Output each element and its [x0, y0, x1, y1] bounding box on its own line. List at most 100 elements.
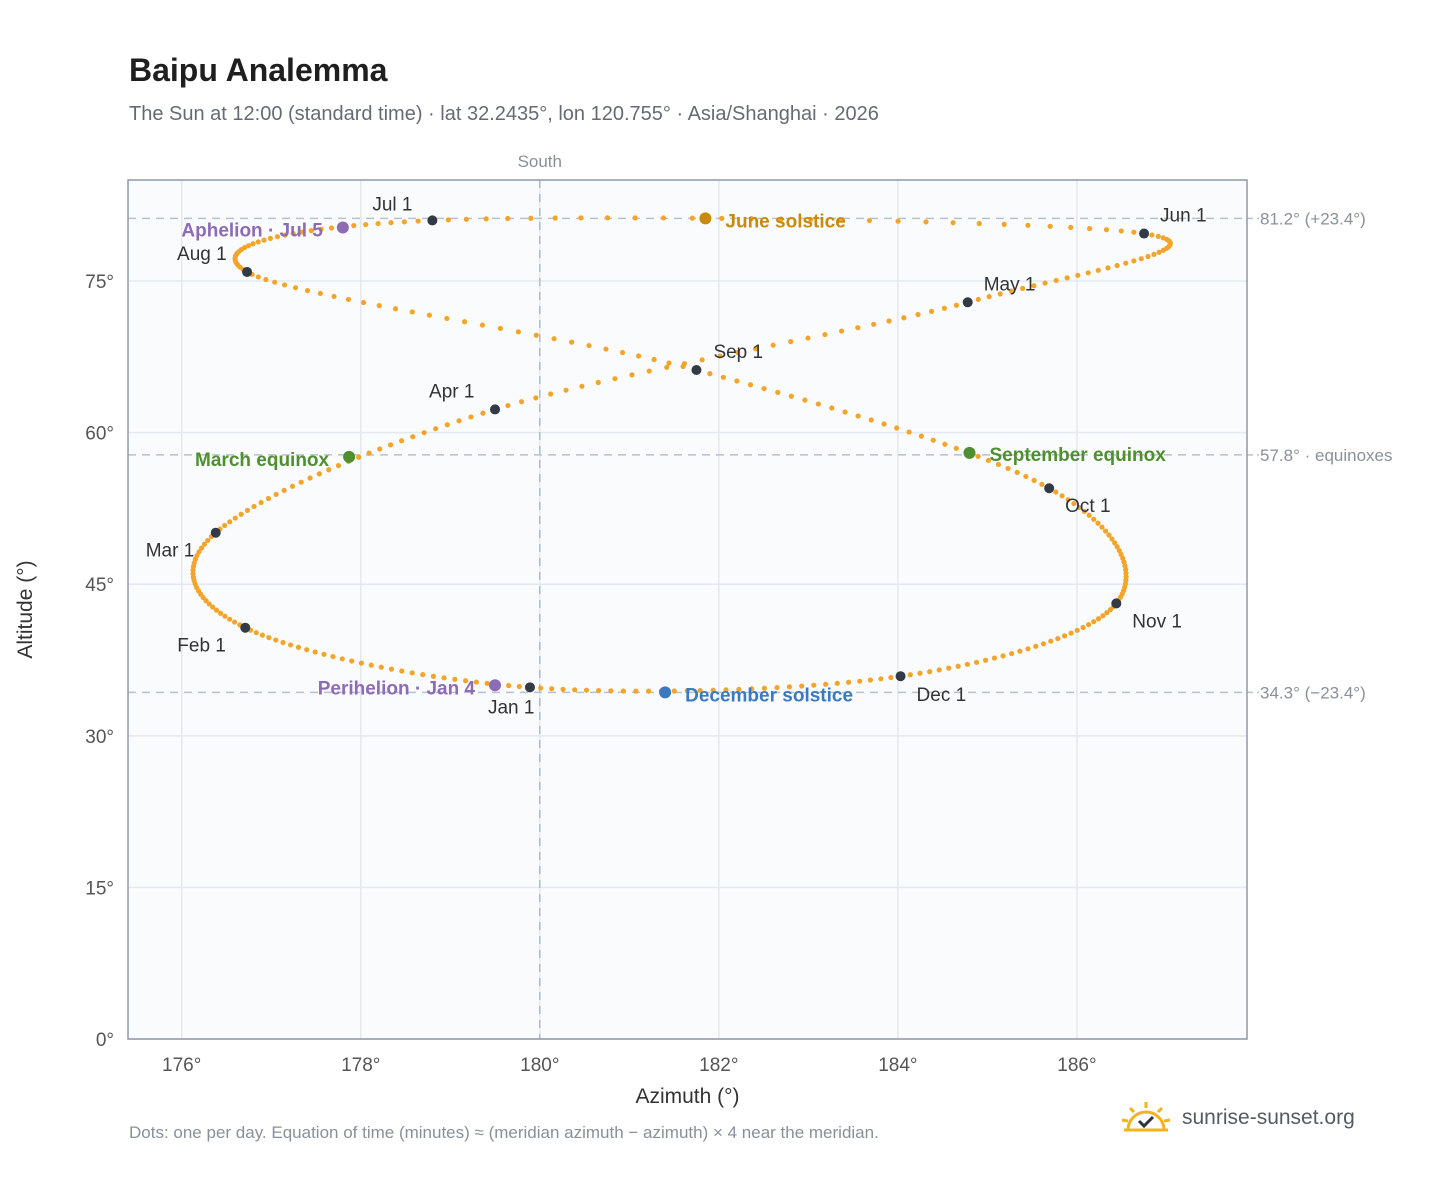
daily-dot — [1106, 532, 1112, 538]
daily-dot — [272, 279, 278, 285]
daily-dot — [1076, 504, 1082, 511]
daily-dot — [1053, 277, 1059, 284]
daily-dot — [950, 220, 956, 226]
month-markers: Jan 1 Feb 1 Mar 1 Apr 1 May 1 Jun 1 Jul 1 Aug 1… — [146, 194, 1207, 718]
daily-dot — [595, 379, 601, 386]
daily-dot — [720, 374, 726, 380]
daily-dot — [292, 285, 299, 291]
month-marker — [962, 297, 973, 308]
daily-dot — [433, 426, 439, 432]
daily-dot — [1075, 272, 1081, 278]
month-marker — [895, 671, 906, 682]
daily-dot — [231, 619, 238, 625]
daily-dot — [749, 686, 755, 692]
daily-dot — [878, 676, 884, 682]
y-tick-label: 75° — [85, 272, 114, 293]
daily-dot — [761, 685, 768, 691]
month-marker — [210, 527, 221, 538]
daily-dot — [1116, 548, 1122, 554]
daily-dot — [401, 219, 407, 225]
daily-dot — [201, 541, 207, 547]
daily-dot — [1086, 225, 1093, 232]
daily-dot — [895, 218, 901, 224]
daily-dot — [1048, 638, 1054, 644]
daily-dot — [646, 368, 652, 374]
daily-dot — [632, 215, 638, 221]
daily-dot — [282, 232, 288, 238]
daily-dot — [975, 453, 981, 459]
daily-dot — [1105, 265, 1111, 271]
daily-dot — [274, 234, 281, 240]
month-label: Nov 1 — [1132, 611, 1182, 632]
daily-dot — [1085, 622, 1092, 628]
daily-dot — [915, 311, 921, 318]
daily-dot — [549, 686, 555, 692]
daily-dot — [1008, 288, 1014, 294]
daily-dot — [603, 346, 609, 352]
reference-line-label: 57.8° · equinoxes — [1260, 446, 1393, 465]
daily-dot — [533, 395, 539, 401]
daily-dot — [866, 217, 873, 224]
daily-dot — [1068, 224, 1074, 231]
daily-dot — [253, 630, 259, 636]
y-axis-label: Altitude (°) — [14, 560, 37, 658]
month-marker — [490, 404, 501, 415]
daily-dot — [664, 364, 670, 370]
month-label: Aug 1 — [177, 244, 227, 265]
daily-dot — [1080, 624, 1086, 631]
event-marker — [659, 686, 672, 699]
daily-dot — [1107, 607, 1114, 613]
daily-dot — [1104, 610, 1110, 616]
daily-dot — [452, 676, 458, 682]
daily-dot — [222, 522, 228, 529]
daily-dot — [1017, 648, 1023, 654]
daily-dot — [629, 372, 635, 378]
daily-dot — [578, 215, 584, 221]
daily-dot — [572, 687, 578, 693]
daily-dot — [388, 220, 394, 226]
daily-dot — [398, 438, 405, 444]
daily-dot — [316, 471, 322, 477]
daily-dot — [363, 221, 369, 228]
daily-dot — [1059, 493, 1065, 499]
daily-dot — [586, 342, 592, 349]
daily-dot — [923, 219, 929, 225]
daily-dot — [867, 677, 874, 683]
daily-dot — [331, 293, 337, 300]
daily-dot — [881, 421, 887, 427]
event-markers: June solstice Aphelion · Jul 5 March equin… — [181, 211, 1166, 706]
month-label: Oct 1 — [1065, 496, 1110, 517]
event-label: March equinox — [195, 450, 330, 471]
daily-dot — [444, 315, 450, 322]
daily-dot — [317, 290, 323, 297]
daily-dot — [973, 659, 980, 665]
daily-dot — [312, 649, 318, 655]
month-marker — [691, 364, 702, 375]
daily-dot — [579, 383, 585, 389]
daily-dot — [837, 217, 843, 223]
daily-dot — [620, 688, 626, 694]
brand[interactable]: sunrise-sunset.org — [1120, 1100, 1355, 1136]
daily-dot — [1055, 635, 1061, 642]
daily-dot — [930, 437, 936, 443]
daily-dot — [734, 378, 740, 384]
daily-dot — [1023, 473, 1029, 480]
daily-dot — [304, 287, 311, 294]
daily-dot — [1031, 283, 1037, 289]
daily-dot — [1160, 235, 1166, 241]
daily-dot — [855, 413, 861, 419]
daily-dot — [770, 342, 776, 348]
daily-dot — [265, 495, 272, 502]
daily-dot — [206, 601, 212, 607]
daily-dot — [838, 328, 845, 334]
daily-dot — [444, 422, 450, 428]
daily-dot — [1138, 256, 1144, 262]
daily-dot — [287, 642, 294, 648]
daily-dot — [1156, 249, 1162, 255]
daily-dot — [1114, 262, 1120, 269]
daily-dot — [1040, 641, 1046, 647]
daily-dot — [1123, 570, 1129, 576]
daily-dot — [723, 687, 729, 693]
daily-dot — [290, 230, 296, 237]
daily-dot — [583, 687, 590, 693]
